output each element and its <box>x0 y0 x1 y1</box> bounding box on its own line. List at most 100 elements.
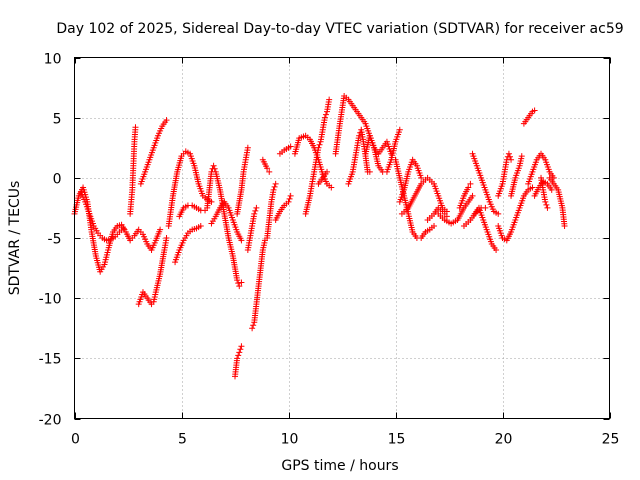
data-point <box>238 343 245 350</box>
series-arc-12 <box>234 144 251 217</box>
series-arc-13 <box>244 204 260 254</box>
data-point <box>326 96 333 103</box>
data-point <box>418 174 425 181</box>
x-tick-label: 20 <box>495 432 513 448</box>
x-tick-label: 10 <box>281 432 299 448</box>
data-point <box>252 207 259 214</box>
x-tick-label: 0 <box>71 432 80 448</box>
series-arc-9 <box>204 162 245 290</box>
data-point <box>120 225 127 232</box>
series-arc-16 <box>264 180 279 241</box>
series-arc-23 <box>345 126 373 187</box>
data-point <box>253 204 260 211</box>
data-point <box>157 226 164 233</box>
data-point <box>250 322 257 329</box>
series-arc-6 <box>165 148 215 229</box>
data-point <box>495 210 502 217</box>
data-point <box>506 153 513 160</box>
data-point <box>321 114 328 121</box>
data-point <box>235 280 242 287</box>
y-tick-label: 5 <box>53 112 62 128</box>
data-point <box>208 198 215 205</box>
series-arc-36 <box>508 153 525 199</box>
y-tick-label: -20 <box>39 413 62 429</box>
data-point <box>465 184 472 191</box>
chart-title: Day 102 of 2025, Sidereal Day-to-day VTE… <box>56 21 623 37</box>
data-point <box>286 195 293 202</box>
data-point <box>266 168 273 175</box>
data-point <box>431 222 438 229</box>
data-point <box>493 247 500 254</box>
series-arc-32 <box>471 204 500 254</box>
data-point <box>529 184 536 191</box>
data-point <box>210 162 217 169</box>
data-point <box>469 192 476 199</box>
series-arc-29 <box>435 192 476 227</box>
series-arc-5 <box>137 117 170 187</box>
series-arc-41 <box>538 174 551 211</box>
series-arc-33 <box>469 150 502 217</box>
data-point <box>322 111 329 118</box>
y-axis-label: SDTVAR / TECUs <box>7 181 23 296</box>
series-arc-4 <box>135 235 170 308</box>
series-arc-35 <box>495 150 515 199</box>
data-point <box>249 325 256 332</box>
series-arc-20 <box>302 96 333 217</box>
y-tick-label: 10 <box>44 52 62 68</box>
data-point <box>272 180 279 187</box>
series-arc-30 <box>456 180 474 211</box>
series-arc-21 <box>315 168 331 187</box>
data-point <box>244 144 251 151</box>
y-tick-label: 0 <box>53 172 62 188</box>
x-tick-label: 15 <box>388 432 406 448</box>
data-point <box>356 132 363 139</box>
series-arc-18 <box>276 143 294 157</box>
data-point <box>163 117 170 124</box>
tick-labels: 0 5 10 15 20 25 -20 -15 -10 -5 0 5 10 <box>39 52 620 448</box>
series-arc-15 <box>259 156 273 175</box>
series-arc-10 <box>208 198 245 244</box>
data-point <box>328 184 335 191</box>
data-point <box>544 204 551 211</box>
data-point <box>396 126 403 133</box>
series-arc-7 <box>172 222 204 266</box>
series-arc-34 <box>495 184 536 244</box>
data-point <box>211 165 218 172</box>
data-point <box>561 222 568 229</box>
x-axis-label: GPS time / hours <box>281 458 398 474</box>
data-point <box>315 144 322 151</box>
data-point <box>324 168 331 175</box>
data-point <box>285 198 292 205</box>
series-arc-39 <box>531 178 555 199</box>
data-point <box>271 183 278 190</box>
data-point <box>287 192 294 199</box>
series-arc-8 <box>176 202 209 220</box>
y-tick-label: -5 <box>48 232 62 248</box>
data-point <box>236 283 243 290</box>
y-tick-label: -10 <box>39 292 62 308</box>
series-arc-37 <box>520 107 538 127</box>
data-point <box>270 186 277 193</box>
series-arc-27 <box>398 174 450 217</box>
data-point <box>316 141 323 148</box>
data-point <box>505 150 512 157</box>
x-tick-label: 25 <box>602 432 620 448</box>
series-arc-40 <box>546 174 568 229</box>
series-arc-14 <box>249 237 268 332</box>
data-point <box>235 352 242 359</box>
x-tick-label: 5 <box>178 432 187 448</box>
data-point <box>132 124 139 131</box>
series-arc-2 <box>77 189 127 244</box>
series-arc-17 <box>272 192 294 223</box>
data-point <box>518 153 525 160</box>
data-point <box>238 237 245 244</box>
y-tick-label: -15 <box>39 352 62 368</box>
data-point <box>236 349 243 356</box>
data-point <box>237 346 244 353</box>
series-arc-28 <box>424 204 450 223</box>
data-point <box>251 210 258 217</box>
data-point <box>366 168 373 175</box>
series-arc-26 <box>396 156 425 205</box>
